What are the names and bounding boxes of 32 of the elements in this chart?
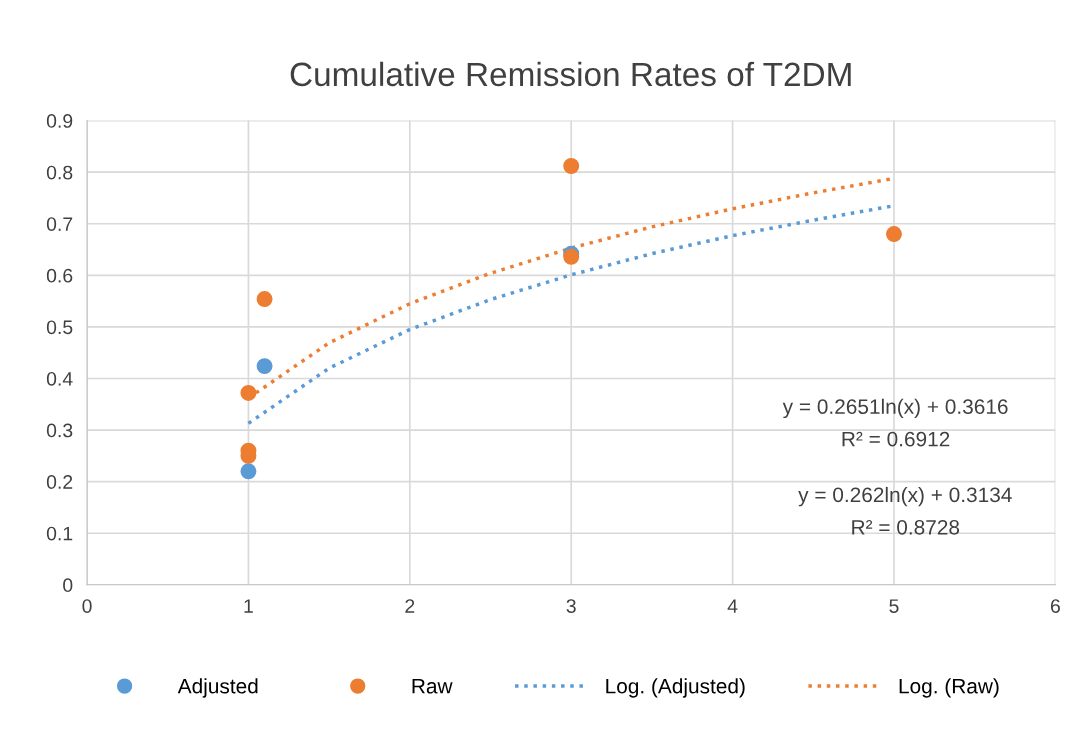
x-tick-label: 0 <box>82 599 92 613</box>
legend-label: Log. (Adjusted) <box>606 678 745 698</box>
y-tick-label: 0.6 <box>46 268 73 283</box>
annotation: y = 0.2651ln(x) + 0.3616 <box>782 398 1008 419</box>
y-tick-label: 0.8 <box>46 165 73 180</box>
chart-title: Cumulative Remission Rates of T2DM <box>290 61 851 87</box>
legend-label: Raw <box>412 678 453 694</box>
point <box>240 463 257 480</box>
y-tick-label: 0.5 <box>46 320 73 335</box>
y-tick-label: 0.4 <box>46 371 73 386</box>
y-tick-label: 0.3 <box>46 423 73 438</box>
annotation: y = 0.262ln(x) + 0.3134 <box>798 486 1012 507</box>
x-tick-label: 5 <box>889 599 899 613</box>
x-tick-label: 1 <box>244 599 253 613</box>
point <box>563 158 580 174</box>
point <box>885 226 902 243</box>
legend-label: Adjusted <box>177 678 258 698</box>
point <box>240 384 257 401</box>
y-tick-label: 0.9 <box>46 114 73 128</box>
y-tick-label: 0 <box>63 578 73 593</box>
x-tick-label: 4 <box>727 599 738 613</box>
legend-label: Log. (Raw) <box>899 678 999 698</box>
annotation: R² = 0.6912 <box>842 431 950 447</box>
point <box>256 291 273 308</box>
x-tick-label: 2 <box>405 599 415 613</box>
annotation: R² = 0.8728 <box>852 519 960 535</box>
x-tick-label: 6 <box>1050 599 1060 613</box>
x-tick-label: 3 <box>566 599 576 613</box>
y-tick-label: 0.7 <box>46 217 73 231</box>
point <box>256 358 273 375</box>
y-tick-label: 0.2 <box>46 475 73 489</box>
y-tick-label: 0.1 <box>46 526 73 541</box>
